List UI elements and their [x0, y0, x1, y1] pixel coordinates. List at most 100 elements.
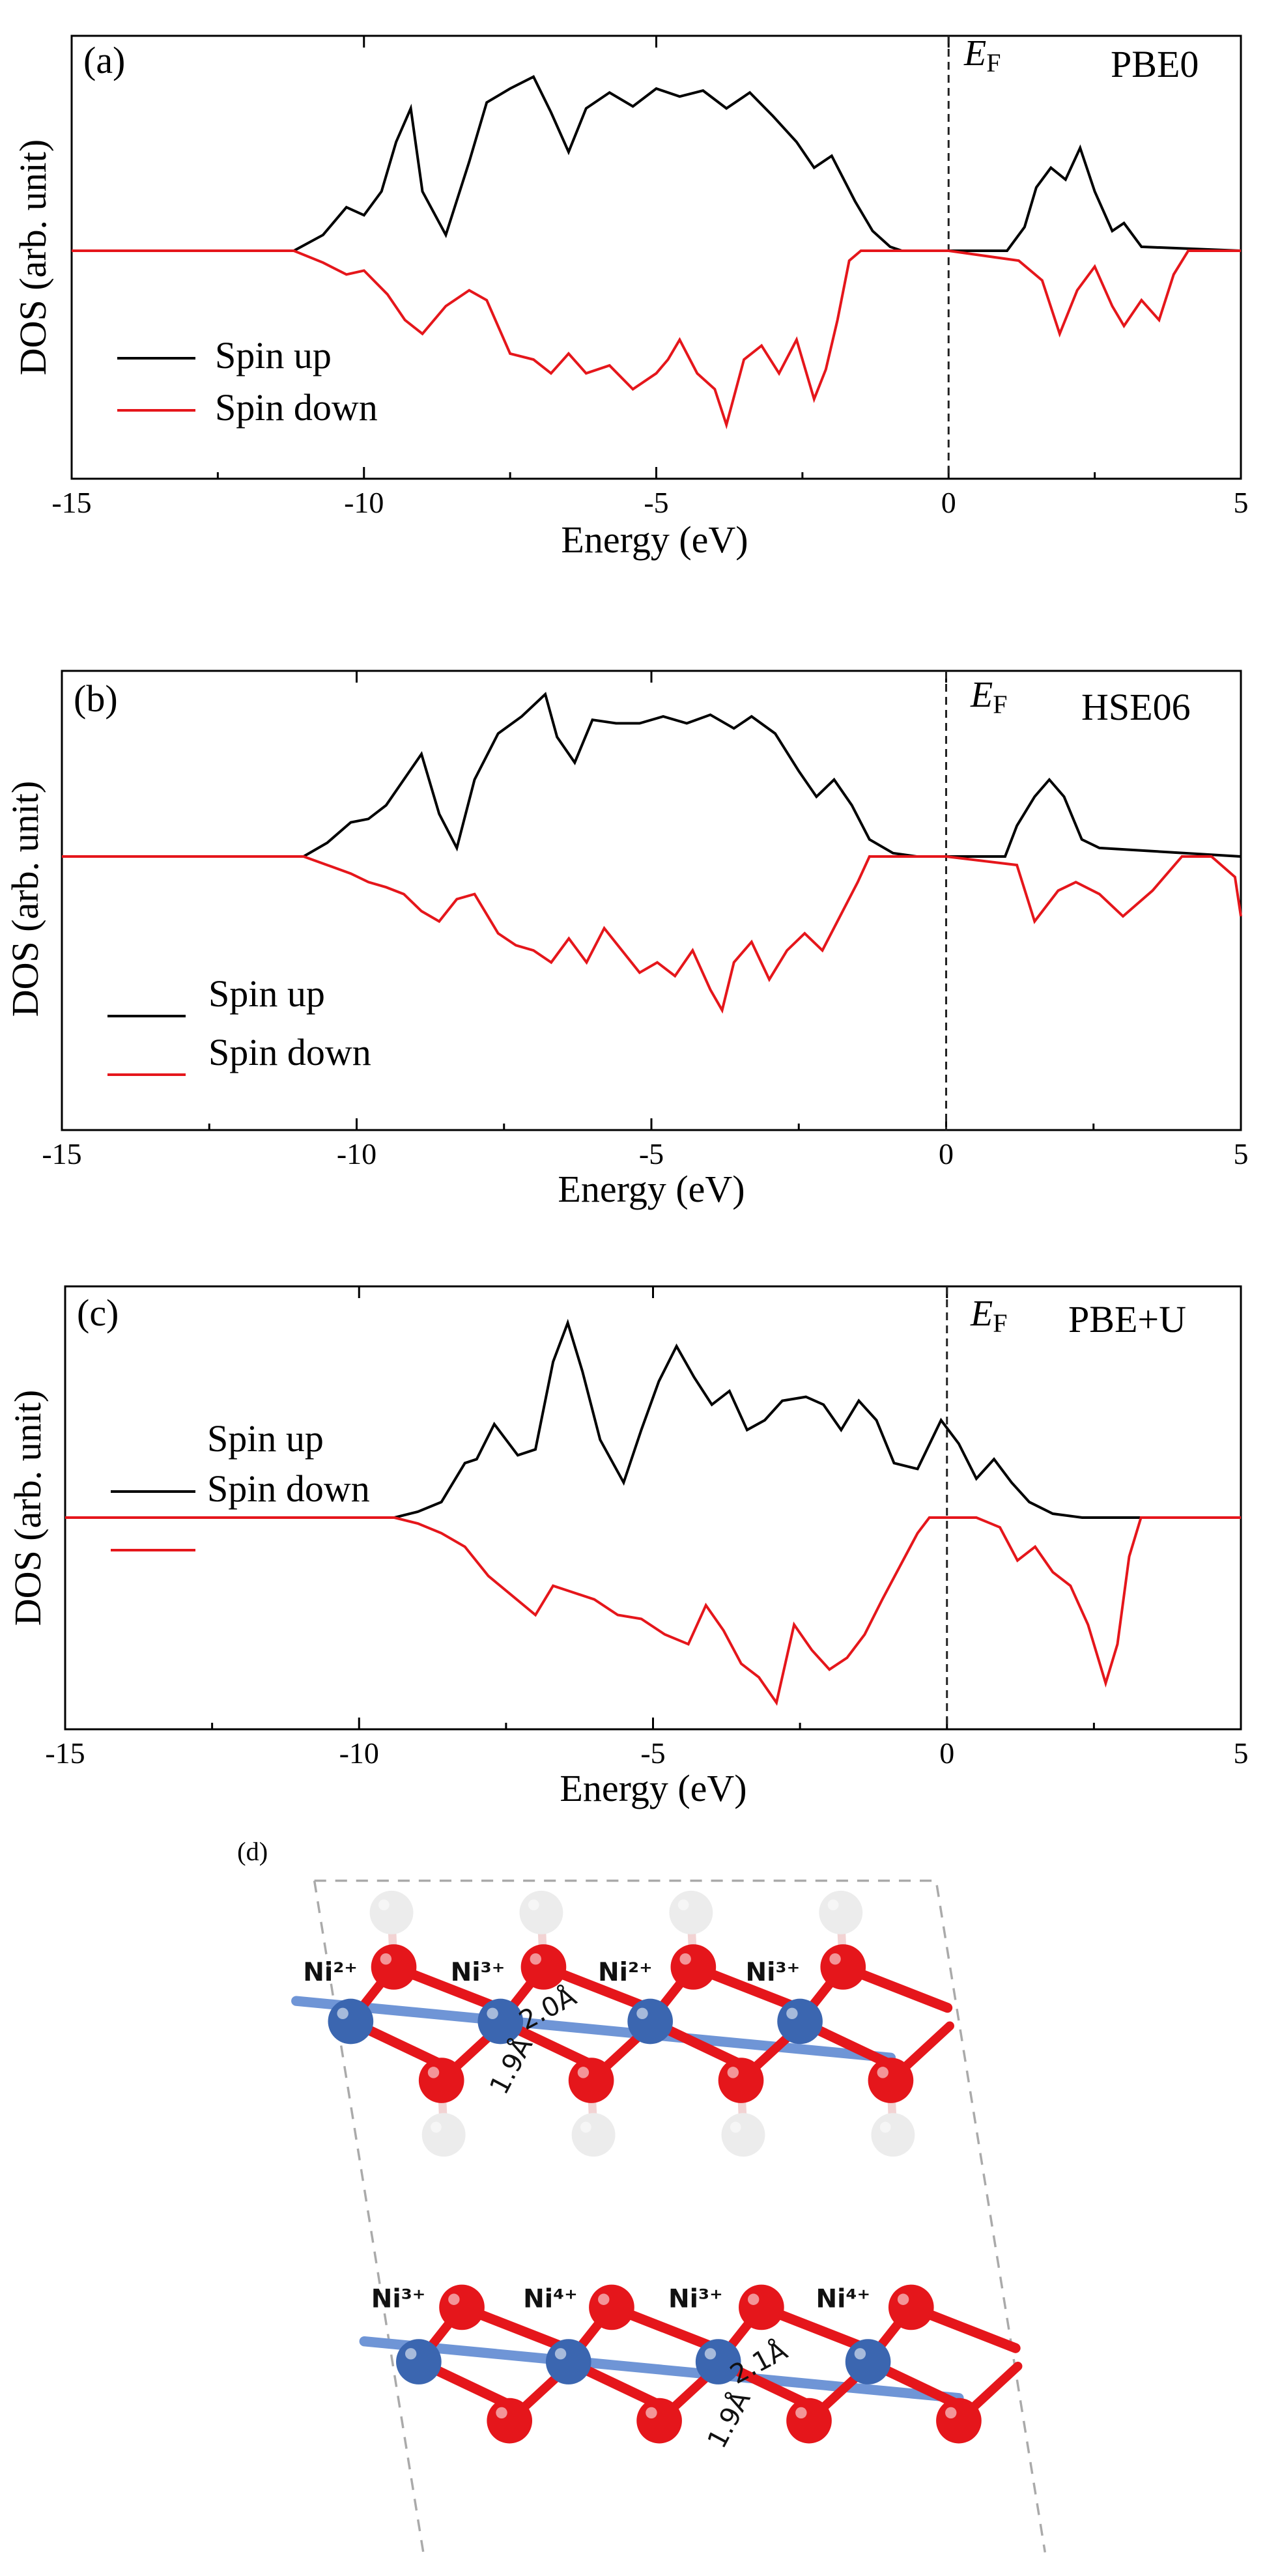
nickel-atom-highlight — [854, 2348, 866, 2360]
bottom-layer — [359, 2284, 1023, 2444]
hydrogen-atom-highlight — [431, 2121, 442, 2133]
x-tick-labels: -15 -10 -5 0 5 — [45, 1736, 1248, 1770]
legend-spin-up-label: Spin up — [215, 334, 332, 376]
x-tick-label: -10 — [344, 486, 384, 519]
method-label: PBE0 — [1111, 43, 1199, 85]
x-axis-ticks — [64, 1286, 1242, 1729]
legend-spin-down-label: Spin down — [215, 386, 378, 429]
legend-spin-down-label: Spin down — [207, 1467, 370, 1510]
hydrogen-atom — [421, 2113, 466, 2157]
oxygen-atom — [439, 2284, 485, 2330]
oxygen-atom — [589, 2284, 634, 2330]
oxygen-atom — [487, 2398, 533, 2444]
x-tick-label: -10 — [337, 1137, 377, 1170]
spin-down-curve — [65, 1516, 1241, 1706]
structure-panel-label: (d) — [237, 1837, 268, 1866]
x-tick-label: -15 — [42, 1137, 81, 1170]
x-tick-label: -5 — [640, 1736, 665, 1770]
x-tick-label: -15 — [45, 1736, 85, 1770]
oxygen-atom-highlight — [448, 2293, 460, 2305]
oxygen-atom-highlight — [945, 2407, 957, 2419]
oxygen-atom — [739, 2284, 784, 2330]
oxygen-atom-highlight — [598, 2293, 610, 2305]
x-tick-label: 5 — [1234, 1736, 1249, 1770]
oxygen-atom-highlight — [530, 1953, 541, 1965]
dos-panel-a: -15 -10 -5 0 5 (a) PBE0 EF Spin up Spin down… — [12, 33, 1249, 561]
oxygen-atom-highlight — [427, 2067, 440, 2078]
hydrogen-atom-highlight — [580, 2121, 591, 2133]
nickel-atom-highlight — [636, 2007, 648, 2020]
fermi-label: EF — [963, 33, 1001, 78]
oxygen-atom — [786, 2398, 832, 2444]
fermi-label-sub: F — [993, 1309, 1007, 1338]
oxygen-atom — [568, 2058, 614, 2103]
unit-cell-left-edge — [313, 1880, 425, 2553]
ni-label-top-2: Ni³⁺ — [451, 1958, 505, 1987]
method-label: PBE+U — [1068, 1298, 1186, 1340]
nickel-atom-highlight — [405, 2348, 417, 2360]
hydrogen-atom — [571, 2113, 616, 2157]
fermi-label-main: E — [970, 675, 993, 715]
fermi-label-main: E — [970, 1294, 993, 1334]
dos-panel-c-continued — [0, 0, 1265, 1498]
hydrogen-atom-highlight — [528, 1899, 539, 1910]
legend-spin-up-label: Spin up — [207, 1417, 324, 1460]
oxygen-atom-highlight — [496, 2407, 507, 2419]
ni-label-top-1: Ni²⁺ — [303, 1958, 358, 1987]
x-axis-ticks — [61, 671, 1242, 1130]
panel-label: (c) — [77, 1292, 119, 1334]
panel-label: (b) — [74, 677, 118, 720]
spin-down-curve — [72, 249, 1241, 430]
oxygen-atom — [868, 2058, 914, 2103]
x-axis-label: Energy (eV) — [558, 1168, 745, 1210]
x-tick-label: 0 — [941, 486, 956, 519]
hydrogen-atom-highlight — [378, 1899, 390, 1910]
x-tick-labels: -15 -10 -5 0 5 — [51, 486, 1248, 519]
oxygen-atom-highlight — [829, 1953, 841, 1965]
nickel-atom-highlight — [487, 2007, 498, 2020]
hydrogen-atom — [669, 1890, 713, 1934]
fermi-label-sub: F — [986, 48, 1001, 78]
ni-label-top-4: Ni³⁺ — [745, 1958, 800, 1987]
legend-spin-down-label: Spin down — [208, 1031, 371, 1073]
nickel-atom — [627, 1998, 674, 2045]
nickel-atom — [777, 1998, 823, 2045]
fermi-label: EF — [970, 675, 1007, 719]
oxygen-atom-highlight — [727, 2067, 739, 2078]
oxygen-atom-highlight — [795, 2407, 807, 2419]
fermi-label-main: E — [963, 33, 986, 74]
hydrogen-atom-highlight — [827, 1899, 839, 1910]
x-tick-label: -10 — [339, 1736, 379, 1770]
hydrogen-atom — [519, 1890, 563, 1934]
nickel-atom-highlight — [704, 2348, 717, 2360]
oxygen-atom — [820, 1944, 866, 1990]
method-label: HSE06 — [1081, 686, 1191, 728]
dos-panels: -15 -10 -5 0 5 (a) PBE0 EF Spin up Spin down… — [4, 33, 1249, 1809]
x-tick-labels: -15 -10 -5 0 5 — [42, 1137, 1248, 1170]
y-axis-label: DOS (arb. unit) — [4, 781, 46, 1017]
x-tick-label: -15 — [51, 486, 91, 519]
oxygen-atom-highlight — [877, 2067, 888, 2078]
hydrogen-atom — [369, 1890, 414, 1934]
fermi-label-sub: F — [993, 690, 1007, 719]
ni-chain-bond — [291, 1996, 896, 2063]
hydrogen-atom — [721, 2113, 765, 2157]
oxygen-atom — [636, 2398, 682, 2444]
y-axis-label: DOS (arb. unit) — [12, 139, 54, 375]
ni-label-top-3: Ni²⁺ — [598, 1958, 653, 1987]
bond-length-bottom-b: 1.9Å — [701, 2386, 757, 2454]
x-axis-ticks — [70, 36, 1242, 479]
x-axis-label: Energy (eV) — [561, 518, 748, 561]
oxygen-atom-highlight — [679, 1953, 691, 1965]
ni-label-bottom-2: Ni⁴⁺ — [523, 2284, 578, 2314]
nickel-atom-highlight — [786, 2007, 798, 2020]
dos-panel-b: -15 -10 -5 0 5 (b) HSE06 EF Spin up Spin dow… — [4, 670, 1249, 1210]
oxygen-atom — [371, 1944, 417, 1990]
oxygen-atom-highlight — [897, 2293, 909, 2305]
oxygen-atom-highlight — [646, 2407, 657, 2419]
ni-label-bottom-1: Ni³⁺ — [371, 2284, 426, 2314]
oxygen-atom-highlight — [747, 2293, 760, 2305]
spin-up-curve — [65, 1318, 1241, 1519]
x-tick-label: -5 — [644, 486, 668, 519]
oxygen-atom — [936, 2398, 982, 2444]
